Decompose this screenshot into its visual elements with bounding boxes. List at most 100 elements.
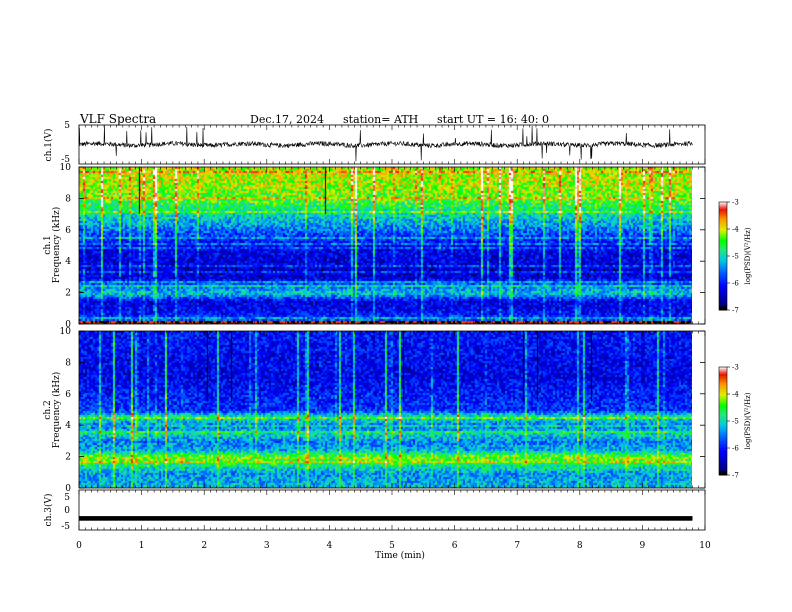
- ch2-colorbar-cell: [719, 403, 727, 406]
- time-axis-tick-label: 6: [452, 541, 458, 551]
- ch1-colorbar-tick-label: -7: [732, 307, 739, 315]
- ch2-colorbar-cell: [719, 367, 727, 370]
- ch1-spectrogram-ylabel: Frequency (kHz): [51, 207, 62, 284]
- ch1-colorbar-cell: [719, 286, 727, 289]
- ch2-colorbar-cell: [719, 417, 727, 420]
- ch2-spectrogram-panel: 0 2 4 6 8 10 ch.2 Frequency (kHz): [43, 327, 706, 494]
- ch1-colorbar-cell: [719, 290, 727, 293]
- ch1-spectrogram-ytick-label: 0: [65, 320, 71, 330]
- ch1-colorbar-cell: [719, 212, 727, 216]
- ch2-colorbar-cell: [719, 469, 727, 472]
- ch1-colorbar-cell: [719, 304, 727, 307]
- ch2-colorbar-cell: [719, 424, 727, 427]
- ch1-colorbar-cell: [719, 256, 727, 259]
- ch1-spectrogram-ytick-label: 10: [60, 163, 72, 173]
- ch2-colorbar-cell: [719, 455, 727, 458]
- ch1-spectrogram-panel: 0 2 4 6 8 10 ch.1 Frequency (kHz): [43, 163, 706, 330]
- ch1-colorbar-cell: [719, 223, 727, 226]
- ch1-waveform-xticks: [78, 125, 706, 164]
- ch2-colorbar-cell: [719, 381, 727, 384]
- ch1-colorbar-cell: [719, 308, 727, 311]
- ch2-spectrogram-xticks: [78, 331, 706, 488]
- ch3-ytick-minus5: -5: [61, 522, 70, 532]
- ch1-colorbar-cell: [719, 227, 727, 230]
- ch2-colorbar-cell: [719, 415, 727, 418]
- ch2-colorbar-cell: [719, 379, 727, 382]
- ch1-colorbar-cell: [719, 248, 727, 252]
- ch2-colorbar-cell: [719, 435, 727, 438]
- ch2-colorbar-label: log(PSD)(V²/Hz): [744, 392, 752, 449]
- ch1-colorbar-cell: [719, 283, 727, 286]
- ch1-colorbar-cell: [719, 288, 727, 291]
- ch2-colorbar-cell: [719, 376, 727, 379]
- ch3-waveform-ylabel: ch.3(V): [43, 494, 54, 527]
- time-axis-label: Time (min): [375, 550, 425, 561]
- ch3-ytick-0: 0: [64, 506, 70, 516]
- ch1-colorbar-cell: [719, 293, 727, 297]
- ch2-colorbar-cell: [719, 449, 727, 453]
- ch2-spectrogram-ytick-label: 6: [65, 390, 71, 400]
- ch1-colorbar-tick-label: -3: [732, 199, 739, 207]
- ch1-colorbar-cell: [719, 243, 727, 246]
- ch1-colorbar-cell: [719, 229, 727, 232]
- ch2-colorbar-cell: [719, 412, 727, 415]
- ch1-ytick-minus5: -5: [61, 155, 70, 165]
- time-axis-tick-label: 4: [327, 541, 333, 551]
- ch3-waveform-panel: 0 5 -5 ch.3(V): [43, 489, 706, 532]
- ch1-spectrogram-xticks: [78, 167, 706, 324]
- ch1-spectrogram-ytick-label: 8: [65, 194, 71, 204]
- ch2-colorbar-cell: [719, 426, 727, 429]
- ch1-colorbar-cell: [719, 203, 727, 207]
- ch1-colorbar-cell: [719, 270, 727, 273]
- ch1-colorbar-cell: [719, 302, 727, 306]
- ch1-colorbar-cell: [719, 247, 727, 250]
- ch2-colorbar-cell: [719, 464, 727, 467]
- time-axis-tick-label: 9: [640, 541, 646, 551]
- figure-title: VLF Spectra: [79, 112, 156, 126]
- ch2-colorbar-cell: [719, 372, 727, 375]
- ch2-colorbar-cell: [719, 408, 727, 411]
- ch2-colorbar-cell: [719, 404, 727, 408]
- ch3-waveform-frame: [78, 489, 706, 531]
- ch2-spectrogram-ytick-label: 8: [65, 358, 71, 368]
- ch1-colorbar-tick-label: -6: [732, 280, 739, 288]
- ch2-colorbar-cell: [719, 419, 727, 422]
- ch2-spectrogram-channel: ch.2: [43, 400, 53, 419]
- ch2-colorbar-cell: [719, 397, 727, 400]
- spectrogram-raster: [79, 167, 692, 324]
- ch1-spectrogram-ytick-label: 4: [65, 257, 71, 267]
- ch2-colorbar-cell: [719, 466, 727, 469]
- ch3-waveform-band: [79, 516, 693, 521]
- ch2-colorbar: -3 -4 -5 -6 -7 log(PSD)(V²/Hz): [718, 364, 752, 480]
- ch2-colorbar-cell: [719, 377, 727, 381]
- ch2-colorbar-cell: [719, 440, 727, 444]
- ch2-colorbar-cell: [719, 437, 727, 440]
- header-date: Dec.17, 2024: [250, 113, 324, 126]
- ch2-colorbar-cell: [719, 385, 727, 388]
- ch2-colorbar-cell: [719, 370, 727, 373]
- ch3-ytick-5: 5: [64, 493, 70, 503]
- ch1-colorbar-cell: [719, 209, 727, 212]
- spectrogram-raster: [79, 331, 692, 488]
- ch1-colorbar-cell: [719, 275, 727, 279]
- ch1-colorbar-cell: [719, 207, 727, 210]
- ch1-waveform-line: [78, 124, 693, 162]
- ch1-colorbar-cell: [719, 274, 727, 277]
- ch2-colorbar-cell: [719, 431, 727, 435]
- ch2-colorbar-cell: [719, 421, 727, 424]
- ch2-colorbar-cell: [719, 433, 727, 436]
- ch2-colorbar-cell: [719, 422, 727, 426]
- ch2-colorbar-cell: [719, 471, 727, 474]
- ch1-colorbar-cell: [719, 284, 727, 288]
- ch1-colorbar-cell: [719, 295, 727, 298]
- ch1-colorbar-cell: [719, 225, 727, 228]
- header-start-time: start UT = 16: 40: 0: [437, 113, 549, 126]
- time-axis-tick-label: 2: [201, 541, 207, 551]
- ch3-waveform-xticks: [78, 490, 706, 530]
- time-axis-tick-label: 7: [514, 541, 520, 551]
- ch2-colorbar-tick-label: -6: [732, 445, 739, 453]
- ch2-colorbar-cell: [719, 413, 727, 417]
- ch1-colorbar-cell: [719, 263, 727, 266]
- ch2-colorbar-cell: [719, 374, 727, 377]
- ch1-spectrogram-channel-label: ch.1: [43, 235, 53, 254]
